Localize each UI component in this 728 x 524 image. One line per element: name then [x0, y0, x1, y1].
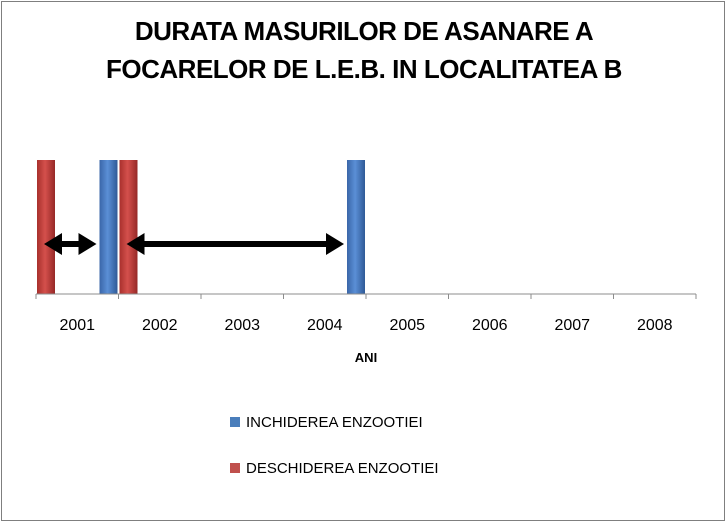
x-tick-label-2005: 2005: [389, 317, 425, 334]
x-tick-label-2007: 2007: [554, 317, 590, 334]
chart-title-line-1: DURATA MASURILOR DE ASANARE A: [134, 16, 594, 46]
annotation-arrows: [44, 233, 344, 255]
x-tick-label-2006: 2006: [472, 317, 508, 334]
x-tick-label-2008: 2008: [637, 317, 673, 334]
x-axis-title: ANI: [355, 350, 377, 365]
bar-deschiderea-2002: [119, 160, 138, 294]
arrow-head-left: [126, 233, 145, 255]
arrow-head-right: [78, 233, 97, 255]
double-arrow-2002-2005: [126, 233, 344, 255]
legend: INCHIDEREA ENZOOTIEI DESCHIDEREA ENZOOTIE…: [230, 414, 439, 477]
legend-swatch-0: [230, 417, 240, 427]
x-tick-label-2003: 2003: [224, 317, 260, 334]
x-tick-label-2001: 2001: [59, 317, 95, 334]
bar-inchiderea-2002: [99, 160, 118, 294]
x-tick-label-2004: 2004: [307, 317, 343, 334]
arrow-head-right: [326, 233, 344, 255]
chart-title-line-2: FOCARELOR DE L.E.B. IN LOCALITATEA B: [106, 54, 622, 84]
legend-label-0: INCHIDEREA ENZOOTIEI: [246, 414, 423, 431]
bar-inchiderea-2005: [347, 160, 365, 294]
bar-deschiderea-2001: [37, 160, 55, 294]
x-tick-label-2002: 2002: [142, 317, 178, 334]
arrow-head-left: [44, 233, 62, 255]
legend-label-1: DESCHIDEREA ENZOOTIEI: [246, 460, 439, 477]
bars-layer: [37, 160, 365, 294]
legend-swatch-1: [230, 463, 240, 473]
ticks-layer: 2001 2002 2003 2004 2005 2006 2007 2008: [35, 294, 697, 334]
double-arrow-2001-2002: [44, 233, 97, 255]
